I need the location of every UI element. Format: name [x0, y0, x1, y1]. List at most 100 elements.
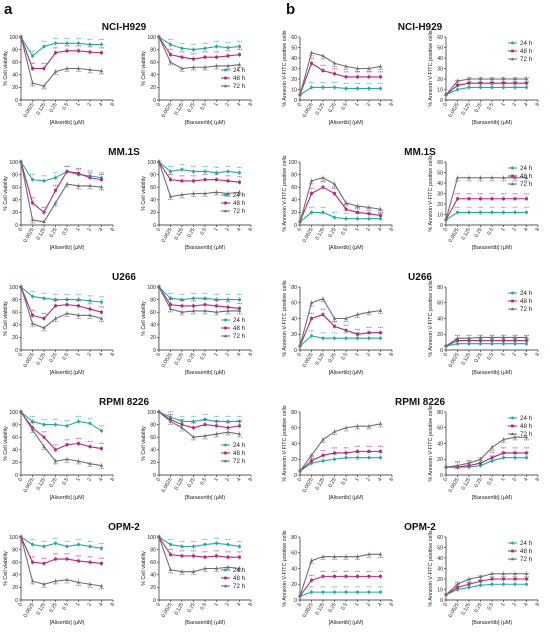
x-tick-label: 0.5	[486, 352, 495, 361]
data-point-24-h	[54, 41, 57, 45]
significance-mark: ***	[455, 192, 461, 197]
y-tick-label: 0	[440, 598, 443, 604]
significance-mark: ***	[202, 291, 208, 296]
data-point-48-h	[31, 67, 34, 70]
x-tick-label: 0.125	[315, 352, 327, 366]
significance-mark: ***	[202, 68, 208, 73]
significance-mark: ***	[41, 585, 47, 590]
data-point-72-h	[355, 66, 360, 70]
x-tick-label: 1	[75, 602, 82, 608]
significance-mark: ***	[168, 198, 174, 203]
legend-marker-72-h	[510, 307, 515, 311]
data-point-48-h	[42, 562, 46, 565]
data-point-24-h	[479, 210, 482, 214]
significance-mark: ***	[320, 64, 326, 69]
x-tick-label: 8	[110, 477, 117, 483]
x-axis-label: [Alisertib] (µM)	[50, 370, 85, 376]
data-point-24-h	[54, 541, 57, 545]
data-point-48-h	[490, 456, 494, 460]
data-point-48-h	[238, 53, 241, 57]
data-point-48-h	[180, 55, 184, 59]
y-tick-label: 100	[288, 160, 297, 166]
data-point-48-h	[215, 424, 218, 428]
data-point-48-h	[321, 69, 325, 72]
data-point-72-h	[321, 554, 325, 558]
series-line-72-h	[158, 536, 240, 573]
data-point-72-h	[237, 190, 242, 194]
significance-mark: ***	[478, 460, 484, 465]
significance-mark: ***	[320, 179, 326, 184]
data-point-48-h	[479, 461, 482, 465]
series-line-72-h	[158, 161, 240, 198]
significance-mark: ***	[225, 293, 231, 298]
data-point-48-h	[226, 426, 230, 430]
series-line-24-h	[20, 536, 102, 549]
significance-mark: ***	[524, 338, 530, 343]
significance-mark: ***	[214, 313, 220, 318]
y-tick-label: 40	[150, 73, 156, 79]
significance-mark: ***	[309, 304, 315, 309]
y-tick-label: 80	[150, 547, 156, 553]
x-tick-label: 4	[98, 227, 105, 233]
x-tick-label: 1	[213, 102, 220, 108]
x-tick-label: 0.25	[473, 352, 483, 364]
x-tick-label: 0	[18, 102, 25, 108]
significance-mark: ***	[179, 41, 185, 46]
legend-label-24-h: 24 h	[233, 192, 246, 199]
y-tick-label: 80	[12, 47, 18, 53]
x-tick-label: 0	[156, 102, 163, 108]
data-point-48-h	[100, 51, 103, 55]
significance-mark: ***	[332, 569, 338, 574]
data-point-72-h	[490, 445, 494, 449]
series-line-72-h	[299, 52, 381, 95]
x-tick-label: 8	[248, 602, 255, 608]
significance-mark: ***	[332, 80, 338, 85]
y-tick-label: 20	[12, 210, 18, 216]
y-tick-label: 80	[150, 422, 156, 428]
data-point-72-h	[501, 571, 506, 575]
data-point-72-h	[332, 61, 337, 65]
significance-mark: ***	[237, 293, 243, 298]
significance-mark: ***	[64, 460, 70, 465]
data-point-72-h	[214, 310, 219, 314]
significance-mark: ***	[179, 174, 185, 179]
y-tick-label: 60	[12, 435, 18, 441]
data-point-72-h	[19, 35, 23, 39]
data-point-72-h	[99, 316, 104, 320]
data-point-72-h	[226, 191, 230, 195]
x-tick-label: 0.125	[315, 227, 327, 241]
data-point-48-h	[226, 179, 230, 183]
y-axis-label: % Annexin V-FITC positive cells	[282, 155, 288, 231]
data-point-24-h	[31, 543, 34, 547]
y-tick-label: 80	[12, 422, 18, 428]
x-tick-label: 0.0625	[448, 352, 461, 369]
data-point-24-h	[226, 46, 230, 50]
significance-mark: ***	[87, 171, 93, 176]
data-point-24-h	[456, 342, 459, 346]
significance-mark: ***	[87, 316, 93, 321]
data-point-24-h	[180, 298, 184, 302]
significance-mark: ***	[343, 204, 349, 209]
data-point-48-h	[169, 303, 172, 307]
y-axis-label: % Annexin V-FITC positive cells	[428, 530, 434, 606]
significance-mark: ***	[355, 327, 361, 332]
significance-mark: ***	[30, 555, 36, 560]
x-tick-label: 0	[18, 352, 25, 358]
y-tick-label: 30	[437, 191, 443, 197]
legend-label-72-h: 72 h	[233, 333, 246, 340]
data-point-24-h	[467, 342, 471, 346]
y-tick-label: 10	[437, 87, 443, 93]
significance-mark: ***	[489, 192, 495, 197]
significance-mark: ***	[202, 413, 208, 418]
significance-mark: ***	[378, 569, 384, 574]
significance-mark: ***	[41, 39, 47, 44]
x-axis-label: [Barasertib] (µM)	[472, 245, 512, 251]
significance-mark: ***	[501, 192, 507, 197]
data-point-24-h	[310, 85, 313, 89]
y-tick-label: 0	[153, 473, 156, 479]
data-point-24-h	[31, 178, 34, 182]
significance-mark: ***	[41, 87, 47, 92]
y-tick-label: 0	[15, 598, 18, 604]
